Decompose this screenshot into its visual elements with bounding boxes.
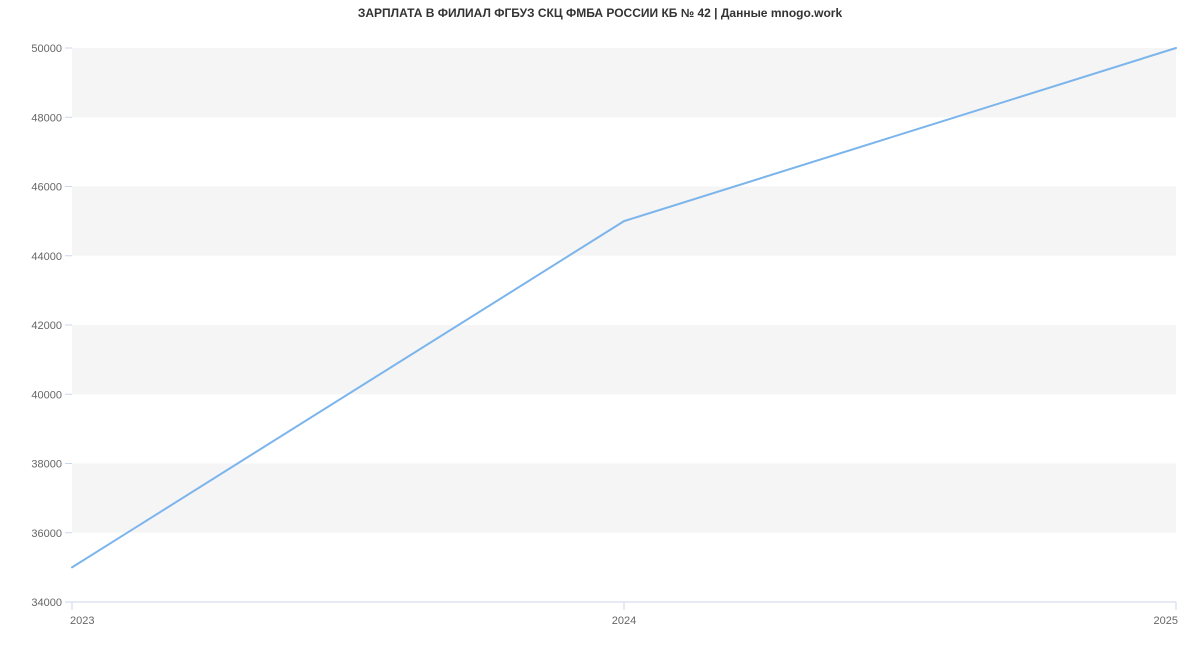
- y-tick-label: 38000: [31, 459, 62, 471]
- grid-band: [72, 48, 1176, 117]
- chart-svg: 34000 36000 38000 40000 42000 44000 46000 48000…: [0, 0, 1200, 650]
- x-tick-label: 2023: [70, 615, 94, 627]
- x-tick-label: 2025: [1154, 615, 1178, 627]
- y-tick-label: 44000: [31, 251, 62, 263]
- grid-band: [72, 464, 1176, 533]
- y-tick-label: 40000: [31, 389, 62, 401]
- salary-line-chart: ЗАРПЛАТА В ФИЛИАЛ ФГБУЗ СКЦ ФМБА РОССИИ …: [0, 0, 1200, 650]
- y-tick-label: 50000: [31, 43, 62, 55]
- y-tick-label: 34000: [31, 597, 62, 609]
- y-tick-label: 46000: [31, 182, 62, 194]
- grid-band: [72, 325, 1176, 394]
- y-tick-label: 36000: [31, 528, 62, 540]
- y-tick-label: 48000: [31, 112, 62, 124]
- x-tick-label: 2024: [612, 615, 636, 627]
- y-tick-label: 42000: [31, 320, 62, 332]
